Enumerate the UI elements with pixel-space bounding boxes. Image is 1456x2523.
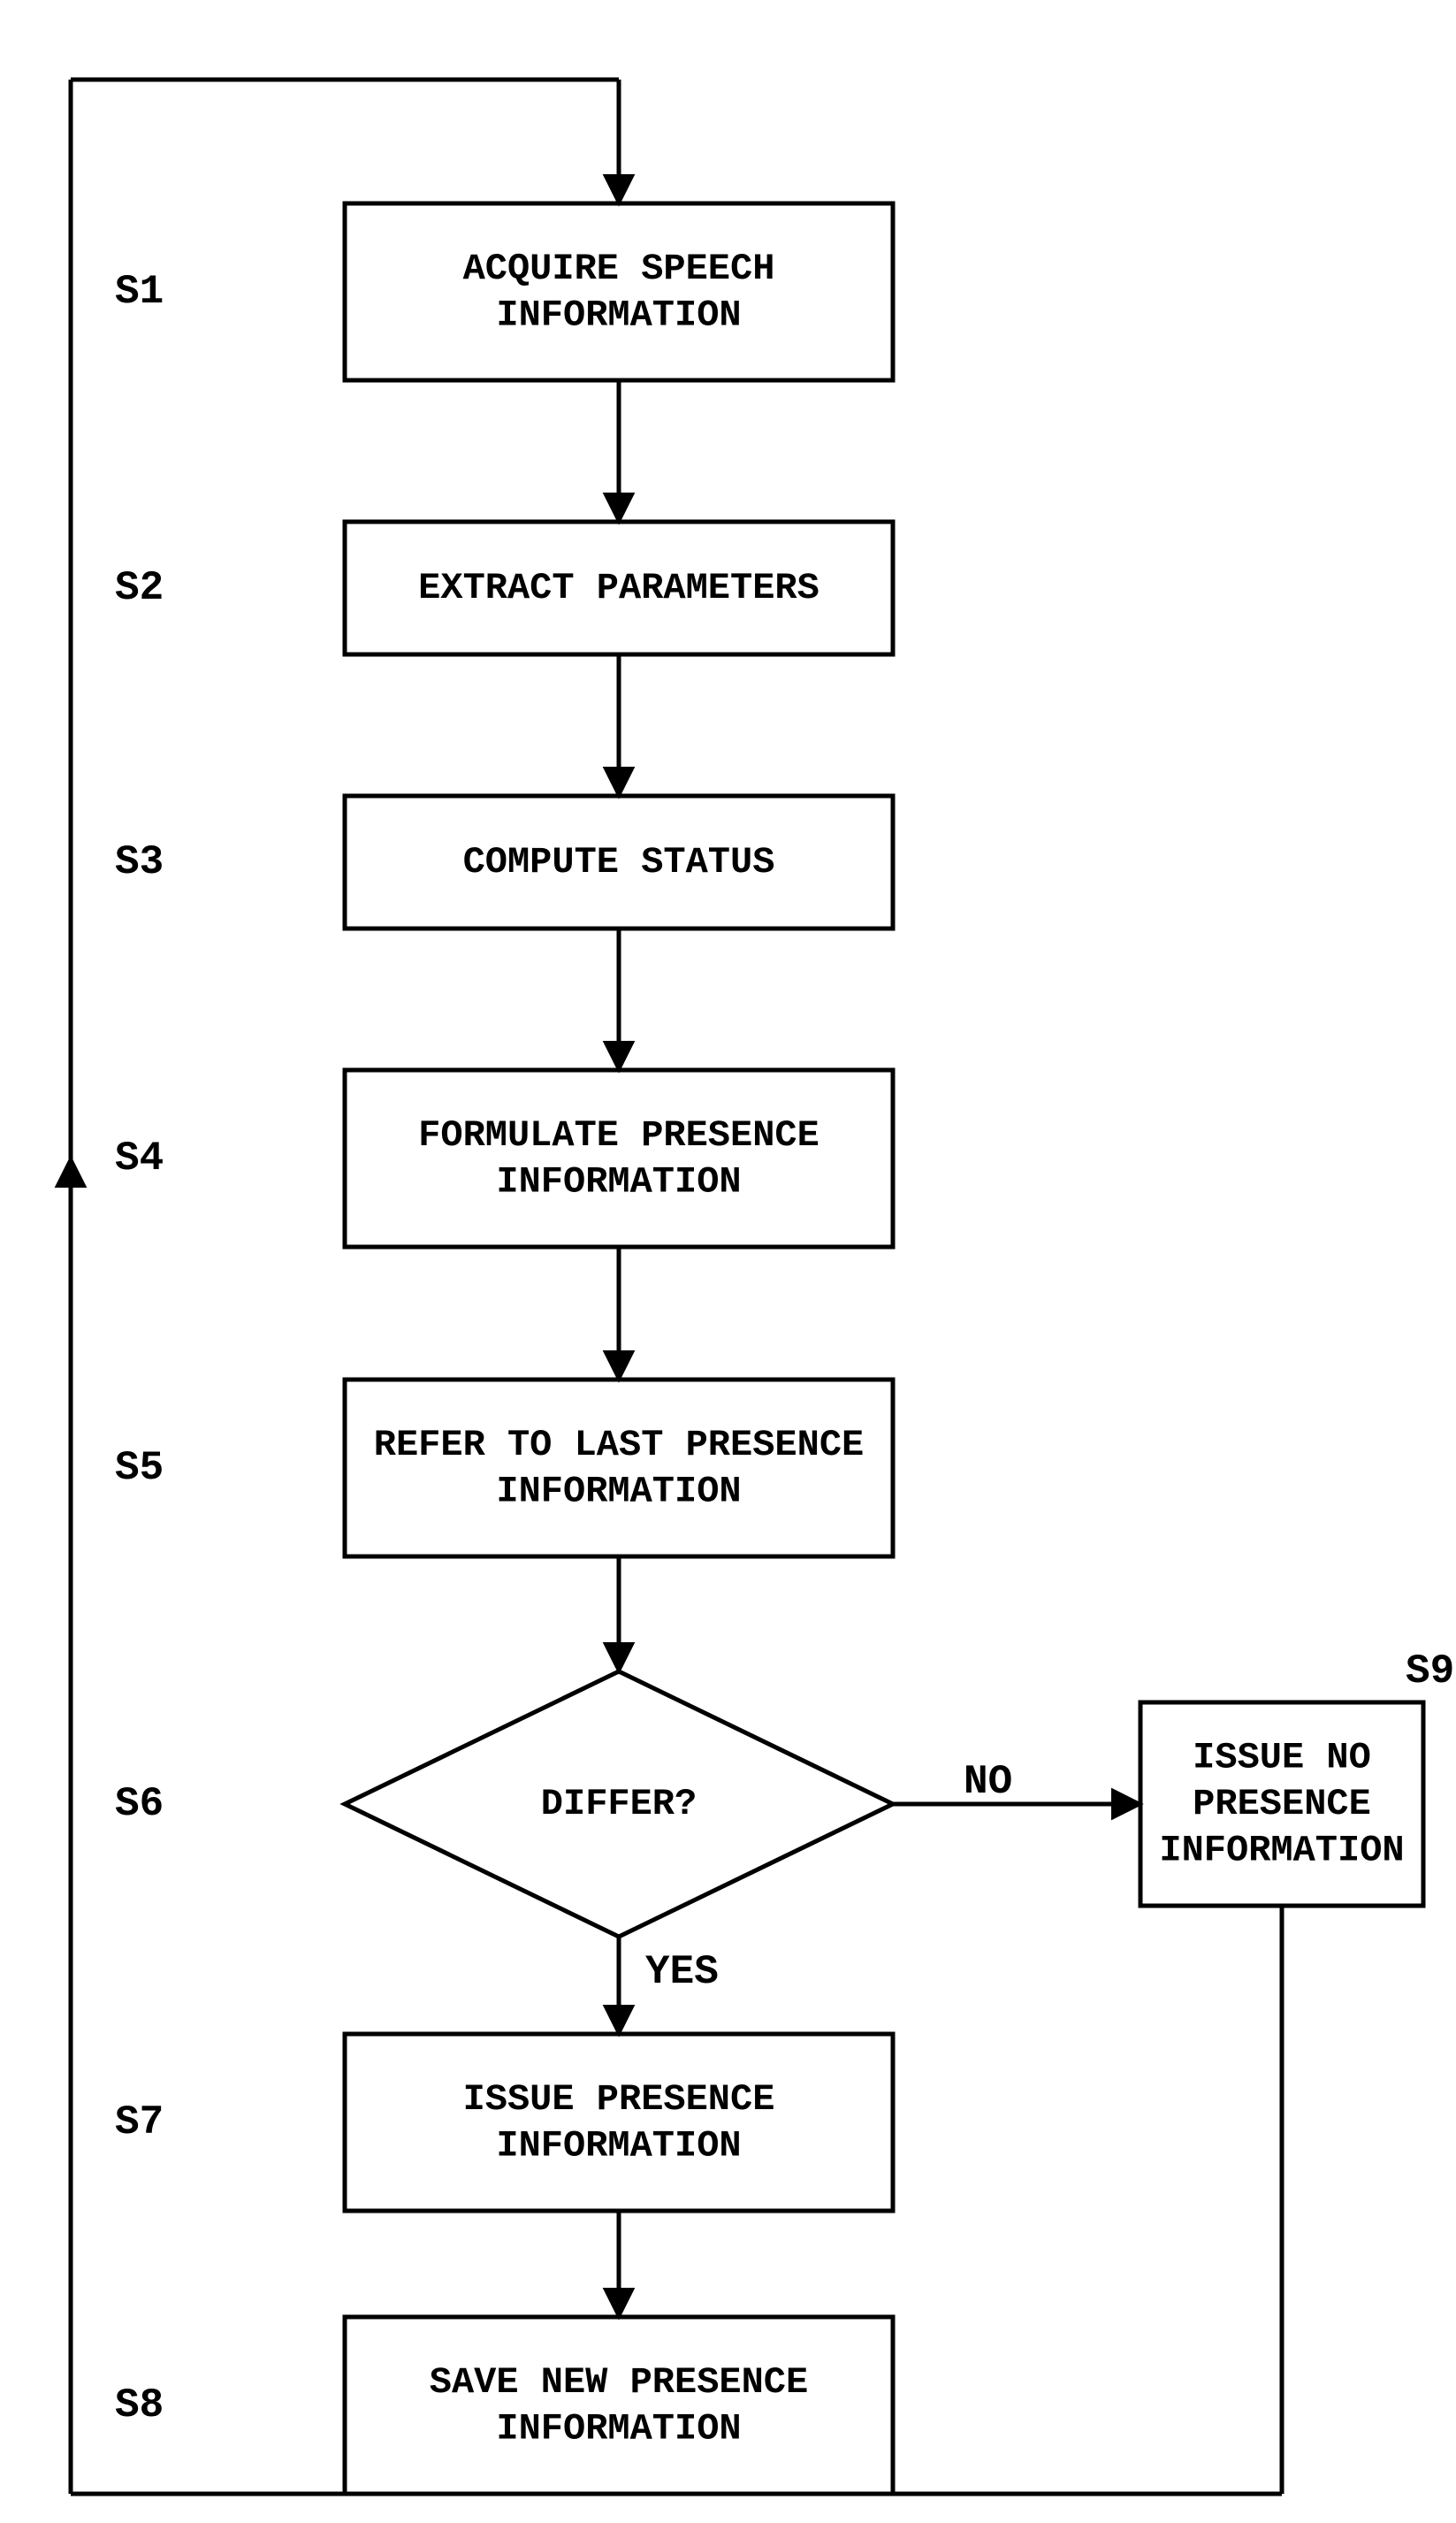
step-s8-text: INFORMATION bbox=[496, 2407, 741, 2450]
step-s4 bbox=[345, 1070, 893, 1247]
step-s1 bbox=[345, 203, 893, 380]
step-s2-text: EXTRACT PARAMETERS bbox=[418, 567, 819, 609]
step-s9-text: INFORMATION bbox=[1159, 1830, 1404, 1872]
step-s7 bbox=[345, 2034, 893, 2211]
flowchart-svg: ACQUIRE SPEECHINFORMATIONS1EXTRACT PARAM… bbox=[0, 0, 1456, 2523]
step-s1-text: ACQUIRE SPEECH bbox=[463, 248, 775, 290]
label-s9: S9 bbox=[1406, 1648, 1454, 1694]
step-s1-text: INFORMATION bbox=[496, 294, 741, 336]
step-s4-text: FORMULATE PRESENCE bbox=[418, 1114, 819, 1157]
step-s5-text: INFORMATION bbox=[496, 1470, 741, 1512]
label-s6: S6 bbox=[115, 1781, 164, 1827]
step-s7-text: INFORMATION bbox=[496, 2124, 741, 2167]
label-s1: S1 bbox=[115, 269, 164, 315]
step-s9-text: ISSUE NO bbox=[1193, 1737, 1371, 1779]
step-s7-text: ISSUE PRESENCE bbox=[463, 2078, 775, 2121]
label-s4: S4 bbox=[115, 1135, 164, 1181]
label-s7: S7 bbox=[115, 2099, 164, 2145]
label-yes: YES bbox=[645, 1949, 719, 1995]
label-no: NO bbox=[964, 1759, 1012, 1805]
label-s3: S3 bbox=[115, 839, 164, 885]
step-s3-text: COMPUTE STATUS bbox=[463, 841, 775, 883]
step-s9-text: PRESENCE bbox=[1193, 1783, 1371, 1825]
step-s8 bbox=[345, 2317, 893, 2494]
decision-s6-text: DIFFER? bbox=[541, 1783, 697, 1825]
label-s5: S5 bbox=[115, 1445, 164, 1491]
step-s5 bbox=[345, 1380, 893, 1556]
label-s2: S2 bbox=[115, 565, 164, 611]
label-s8: S8 bbox=[115, 2382, 164, 2428]
step-s8-text: SAVE NEW PRESENCE bbox=[430, 2361, 808, 2404]
step-s5-text: REFER TO LAST PRESENCE bbox=[374, 1424, 865, 1466]
step-s4-text: INFORMATION bbox=[496, 1160, 741, 1203]
